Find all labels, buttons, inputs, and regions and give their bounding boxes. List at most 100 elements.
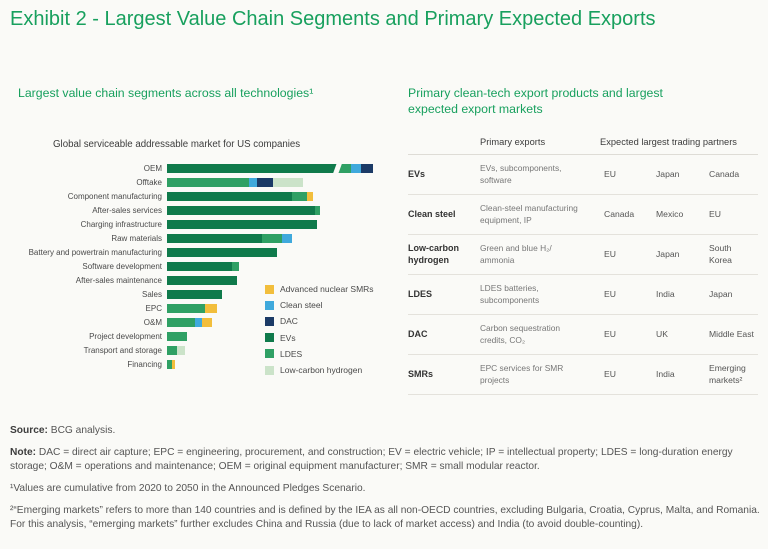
bar-segment-ldes bbox=[167, 345, 177, 355]
table-header-row: Primary exports Expected largest trading… bbox=[408, 133, 758, 155]
chart-row: EPC bbox=[18, 301, 394, 315]
bar-segment-ldes bbox=[315, 205, 320, 215]
legend-item: Low-carbon hydrogen bbox=[265, 362, 374, 378]
chart-legend: Advanced nuclear SMRs Clean steel DAC EVs LD… bbox=[265, 281, 374, 378]
bar-segment-ldes bbox=[167, 177, 249, 187]
row-primary-exports: LDES batteries, subcomponents bbox=[480, 283, 540, 305]
category-label: OEM bbox=[143, 163, 162, 173]
row-trading-partner: EU bbox=[604, 248, 616, 259]
legend-label: EVs bbox=[280, 332, 296, 343]
chart-row: Financing bbox=[18, 357, 394, 371]
export-table-rows: EVs EVs, subcomponents, software EU Japan Ca… bbox=[408, 155, 758, 395]
category-label: Battery and powertrain manufacturing bbox=[28, 247, 162, 257]
footnote-1: ¹Values are cumulative from 2020 to 2050… bbox=[10, 483, 366, 495]
category-label: After-sales maintenance bbox=[75, 275, 162, 285]
chart-row: Transport and storage bbox=[18, 343, 394, 357]
bar-segment-advanced-nuclear-smrs bbox=[307, 191, 313, 201]
bar-segment-low-carbon-hydrogen bbox=[273, 177, 303, 187]
stacked-bar bbox=[167, 205, 394, 215]
legend-label: Advanced nuclear SMRs bbox=[280, 284, 374, 295]
legend-item: LDES bbox=[265, 346, 374, 362]
footer: Source: BCG analysis. Note: DAC = direct… bbox=[10, 424, 762, 540]
legend-swatch bbox=[265, 349, 274, 359]
row-trading-partner: Canada bbox=[709, 168, 740, 179]
bar-segment-ldes bbox=[167, 303, 205, 313]
category-label: After-sales services bbox=[92, 205, 162, 215]
bar-segment-evs bbox=[167, 275, 237, 285]
table-header-spacer bbox=[408, 137, 480, 147]
chart-row: Raw materials bbox=[18, 231, 394, 245]
chart-title: Global serviceable addressable market fo… bbox=[53, 139, 301, 150]
source-text: BCG analysis. bbox=[47, 425, 116, 436]
row-primary-exports: Carbon sequestration credits, CO₂ bbox=[480, 323, 561, 345]
bar-segment-evs bbox=[167, 219, 317, 229]
row-trading-partner: Japan bbox=[656, 248, 680, 259]
category-label: Project development bbox=[89, 331, 162, 341]
stacked-bar bbox=[167, 317, 394, 327]
row-trading-partner: EU bbox=[604, 328, 616, 339]
row-trading-partner: EU bbox=[604, 288, 616, 299]
stacked-bar bbox=[167, 303, 394, 313]
bar-segment-low-carbon-hydrogen bbox=[177, 345, 185, 355]
table-row: SMRs EPC services for SMR projects EU India… bbox=[408, 355, 758, 395]
bar-segment-ldes bbox=[167, 317, 195, 327]
stacked-bar bbox=[167, 289, 394, 299]
row-trading-partner: EU bbox=[604, 168, 616, 179]
row-label: Low-carbon hydrogen bbox=[408, 242, 459, 265]
bar-segment-evs bbox=[167, 163, 339, 173]
col-header-trading-partners: Expected largest trading partners bbox=[600, 137, 737, 147]
bar-segment-ldes bbox=[262, 233, 282, 243]
stacked-bar bbox=[167, 275, 394, 285]
bar-segment-evs bbox=[167, 233, 262, 243]
row-label: LDES bbox=[408, 288, 433, 299]
bar-segment-dac bbox=[361, 163, 373, 173]
stacked-bar bbox=[167, 233, 394, 243]
legend-item: DAC bbox=[265, 313, 374, 329]
category-label: Software development bbox=[82, 261, 162, 271]
bar-segment-ldes bbox=[292, 191, 307, 201]
legend-swatch bbox=[265, 316, 274, 326]
table-row: Clean steel Clean-steel manufacturing equ… bbox=[408, 195, 758, 235]
bar-segment-ldes bbox=[167, 331, 187, 341]
category-label: Component manufacturing bbox=[67, 191, 162, 201]
footnote-2: ²“Emerging markets” refers to more than … bbox=[10, 505, 760, 531]
row-primary-exports: Clean-steel manufacturing equipment, IP bbox=[480, 203, 578, 225]
row-trading-partner: Emerging markets² bbox=[709, 363, 746, 385]
bar-segment-dac bbox=[257, 177, 273, 187]
row-label: SMRs bbox=[408, 368, 434, 379]
left-panel-subtitle: Largest value chain segments across all … bbox=[18, 86, 314, 100]
bar-segment-evs bbox=[167, 191, 292, 201]
row-primary-exports: EPC services for SMR projects bbox=[480, 363, 564, 385]
chart-rows: OEM Offtake Component manufacturing After-s… bbox=[18, 161, 394, 371]
stacked-bar bbox=[167, 177, 394, 187]
table-row: EVs EVs, subcomponents, software EU Japan Ca… bbox=[408, 155, 758, 195]
legend-swatch bbox=[265, 284, 274, 294]
category-label: Financing bbox=[127, 359, 162, 369]
exhibit-title: Exhibit 2 - Largest Value Chain Segments… bbox=[10, 8, 656, 30]
chart-row: After-sales services bbox=[18, 203, 394, 217]
source-line: Source: BCG analysis. bbox=[10, 424, 762, 438]
legend-label: Clean steel bbox=[280, 300, 323, 311]
note-label: Note: bbox=[10, 447, 37, 459]
col-header-primary-exports: Primary exports bbox=[480, 137, 546, 147]
bar-segment-clean-steel bbox=[351, 163, 361, 173]
stacked-bar bbox=[167, 219, 394, 229]
bar-segment-evs bbox=[167, 289, 222, 299]
category-label: EPC bbox=[145, 303, 162, 313]
bar-segment-ldes bbox=[339, 163, 351, 173]
chart-row: Software development bbox=[18, 259, 394, 273]
table-row: Low-carbon hydrogen Green and blue H₂/ am… bbox=[408, 235, 758, 275]
stacked-bar bbox=[167, 191, 394, 201]
chart-row: After-sales maintenance bbox=[18, 273, 394, 287]
legend-label: DAC bbox=[280, 316, 298, 327]
stacked-bar bbox=[167, 345, 394, 355]
note-line: Note: DAC = direct air capture; EPC = en… bbox=[10, 446, 762, 474]
chart-row: Offtake bbox=[18, 175, 394, 189]
row-primary-exports: EVs, subcomponents, software bbox=[480, 163, 562, 185]
chart-row: Sales bbox=[18, 287, 394, 301]
bar-segment-clean-steel bbox=[195, 317, 202, 327]
bar-segment-advanced-nuclear-smrs bbox=[202, 317, 212, 327]
chart-row: Project development bbox=[18, 329, 394, 343]
bar-segment-advanced-nuclear-smrs bbox=[205, 303, 217, 313]
